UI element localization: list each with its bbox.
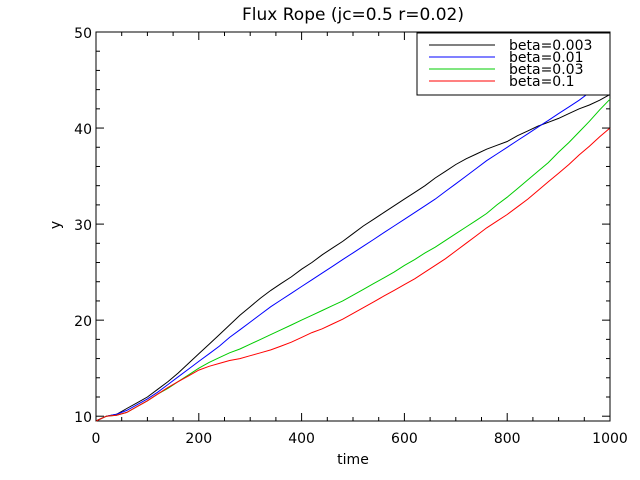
y-axis-label: y: [48, 221, 64, 229]
y-tick-label: 20: [74, 314, 92, 330]
y-tick-label: 30: [74, 218, 92, 234]
chart-title: Flux Rope (jc=0.5 r=0.02): [242, 5, 464, 25]
x-tick-label: 600: [391, 431, 418, 447]
x-tick-label: 800: [494, 431, 521, 447]
x-tick-label: 0: [92, 431, 101, 447]
series-line: [95, 71, 611, 422]
series-line: [95, 93, 611, 422]
y-tick-label: 50: [74, 26, 92, 42]
y-tick-label: 10: [74, 410, 92, 426]
x-tick-label: 1000: [592, 431, 628, 447]
legend-box: [416, 32, 611, 96]
legend-label: beta=0.03: [509, 62, 583, 78]
legend-label: beta=0.01: [509, 50, 583, 66]
legend-label: beta=0.003: [509, 38, 592, 54]
x-axis-label: time: [337, 452, 369, 468]
x-tick-label: 400: [288, 431, 315, 447]
series-line: [95, 127, 611, 422]
y-tick-label: 40: [74, 122, 92, 138]
series-layer: [95, 71, 611, 422]
x-tick-label: 200: [185, 431, 212, 447]
legend-label: beta=0.1: [509, 74, 575, 90]
